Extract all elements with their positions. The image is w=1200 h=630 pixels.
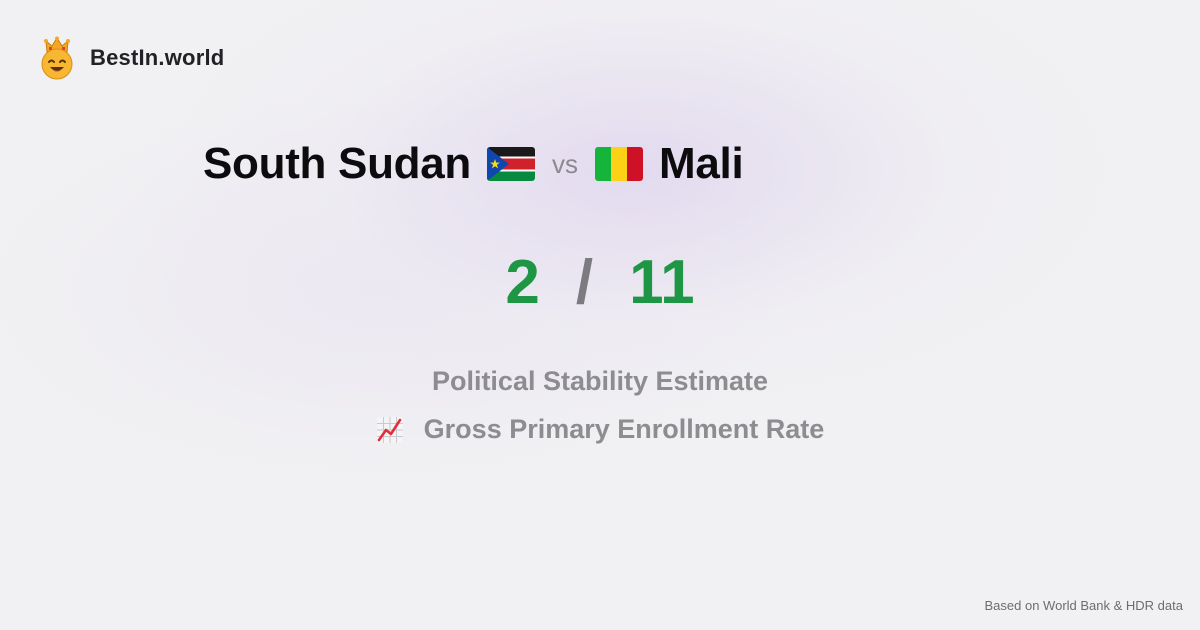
- left-country-name: South Sudan: [203, 139, 472, 188]
- mali-flag-icon: [595, 147, 644, 181]
- score-line: 2 / 11: [0, 244, 1200, 320]
- metric-item: Gross Primary Enrollment Rate: [0, 414, 1200, 445]
- right-country-name: Mali: [659, 139, 744, 188]
- brand-name: BestIn.world: [90, 45, 225, 70]
- comparison-headline: South Sudan vs Mali: [203, 134, 744, 194]
- south-sudan-flag-icon: [487, 147, 536, 181]
- brand[interactable]: BestIn.world: [38, 36, 224, 80]
- metric-label: Political Stability Estimate: [431, 366, 769, 396]
- metric-label: Gross Primary Enrollment Rate: [423, 414, 825, 444]
- left-score: 2: [505, 247, 540, 317]
- score-separator: /: [575, 247, 594, 317]
- right-score: 11: [629, 247, 695, 317]
- vs-label: vs: [552, 148, 579, 179]
- chart-increasing-icon: [376, 416, 403, 443]
- metric-item: Political Stability Estimate: [0, 366, 1200, 397]
- king-smiley-icon: [41, 36, 73, 80]
- data-source-note: Based on World Bank & HDR data: [984, 598, 1183, 613]
